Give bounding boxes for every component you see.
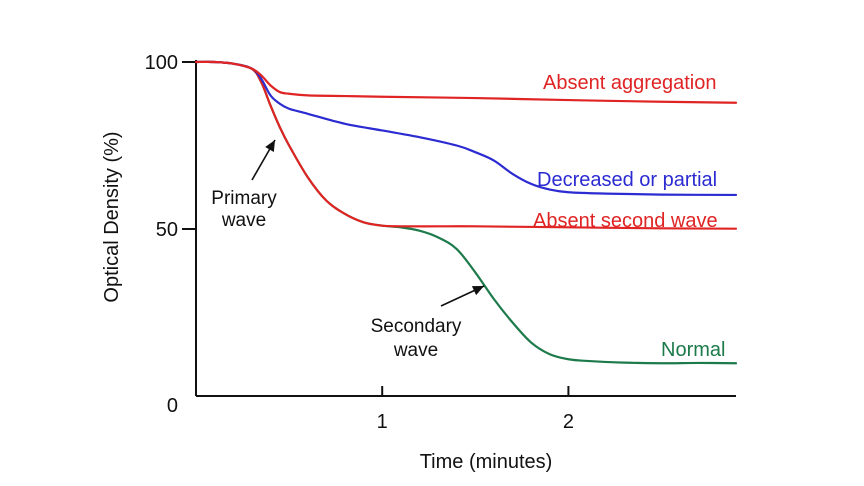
primary-wave-arrowhead	[265, 140, 275, 153]
x-tick-label-0: 1	[377, 411, 388, 433]
label-primary-line2: wave	[221, 210, 266, 231]
x-axis-label: Time (minutes)	[420, 451, 553, 473]
y-ticks: 0 50 100	[145, 52, 196, 417]
series-lines	[194, 60, 738, 365]
label-secondary-line2: wave	[393, 340, 438, 361]
annotations: Absent aggregation Decreased or partial …	[211, 72, 725, 361]
y-tick-label-0: 0	[167, 395, 178, 417]
y-axis-label: Optical Density (%)	[101, 131, 123, 302]
label-absent-second-wave: Absent second wave	[533, 210, 718, 232]
series-line-absent-aggregation	[194, 60, 738, 104]
label-absent-aggregation: Absent aggregation	[543, 72, 716, 94]
annotation-arrows	[251, 139, 485, 307]
label-secondary-line1: Secondary	[371, 316, 462, 337]
y-tick-label-1: 50	[156, 219, 178, 241]
x-tick-label-1: 2	[563, 411, 574, 433]
y-tick-label-2: 100	[145, 52, 178, 74]
label-normal: Normal	[661, 339, 725, 361]
label-decreased-or-partial: Decreased or partial	[537, 169, 717, 191]
secondary-wave-arrowhead	[471, 286, 484, 296]
label-primary-line1: Primary	[211, 188, 277, 209]
